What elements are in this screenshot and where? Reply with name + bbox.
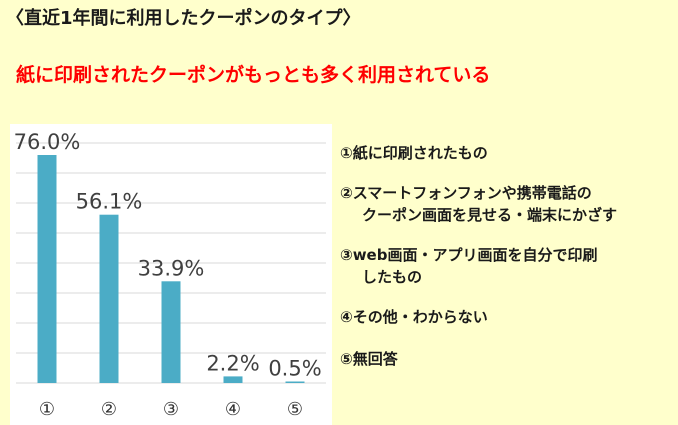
data-label-4: 2.2% [206,351,259,375]
headline-finding: 紙に印刷されたクーポンがもっとも多く利用されている [16,64,491,86]
legend-item-3-text: ③web画面・アプリ画面を自分で印刷 [340,246,598,264]
x-tick-label-2: ② [101,399,117,420]
data-label-3: 33.9% [138,256,205,280]
legend-item-2-text-cont: クーポン画面を見せる・端末にかざす [362,206,618,224]
bar-3 [161,281,181,383]
chart-panel: 76.0% ① 56.1% ② 33.9% ③ 2.2% ④ 0.5% ⑤ [10,124,332,425]
bar-4 [223,376,243,383]
x-tick-label-5: ⑤ [287,399,303,420]
data-label-1: 76.0% [14,130,81,154]
legend-item-2: ②スマートフォンフォンや携帯電話の クーポン画面を見せる・端末にかざす [340,182,676,226]
legend-item-5: ⑤無回答 [340,348,676,370]
legend-item-3-text-cont: したもの [362,268,423,286]
data-label-2: 56.1% [76,190,143,214]
legend-item-4: ④その他・わからない [340,306,676,328]
legend-item-3: ③web画面・アプリ画面を自分で印刷 したもの [340,244,676,288]
legend-item-5-text: ⑤無回答 [340,350,398,368]
legend-item-2-text: ②スマートフォンフォンや携帯電話の [340,184,592,202]
legend-item-4-text: ④その他・わからない [340,308,488,326]
bar-2 [99,214,119,383]
x-tick-label-1: ① [39,399,55,420]
legend-item-1-text: ①紙に印刷されたもの [340,144,488,162]
x-tick-label-4: ④ [225,399,241,420]
bar-chart: 76.0% ① 56.1% ② 33.9% ③ 2.2% ④ 0.5% ⑤ [14,130,326,420]
bar-5 [285,381,305,383]
bar-1 [37,155,57,383]
chart-heading: 〈直近1年間に利用したクーポンのタイプ〉 [6,8,361,29]
x-tick-label-3: ③ [163,399,179,420]
data-label-5: 0.5% [268,357,321,381]
legend-item-1: ①紙に印刷されたもの [340,142,676,164]
